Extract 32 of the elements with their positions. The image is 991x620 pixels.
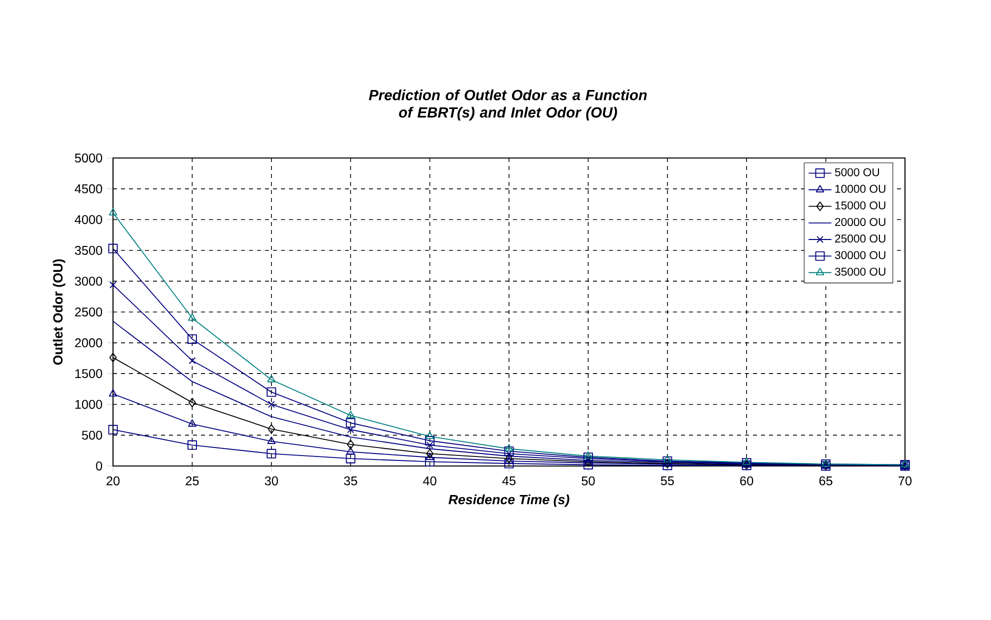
x-tick-label: 50 <box>582 476 595 486</box>
y-tick-label: 2500 <box>75 308 102 316</box>
legend-label: 30000 OU <box>834 251 886 260</box>
x-tick-label: 30 <box>264 476 278 486</box>
x-tick-label: 25 <box>186 476 199 486</box>
x-tick-label: 20 <box>106 476 120 486</box>
x-tick-label: 60 <box>740 476 754 486</box>
x-tick-label: 40 <box>423 476 436 486</box>
x-tick-label: 45 <box>502 476 516 486</box>
legend-label: 5000 OU <box>834 168 879 176</box>
chart-title: Prediction of Outlet Odor as a Function of EBRT(s) and Inlet Odor (OU) <box>368 89 647 120</box>
x-tick-label: 65 <box>819 476 832 486</box>
y-tick-label: 2000 <box>75 338 102 348</box>
y-tick-label: 1500 <box>75 369 102 378</box>
y-tick-label: 0 <box>96 462 102 470</box>
x-axis-title: Residence Time (s) <box>448 494 570 507</box>
legend-label: 15000 OU <box>835 201 886 210</box>
y-tick-label: 500 <box>82 430 102 440</box>
legend-label: 20000 OU <box>835 218 886 226</box>
legend-label: 25000 OU <box>835 234 886 243</box>
y-tick-label: 4500 <box>74 184 102 194</box>
y-tick-label: 1000 <box>75 400 102 409</box>
y-tick-label: 3500 <box>74 246 102 255</box>
legend-label: 10000 OU <box>835 184 886 193</box>
y-tick-label: 4000 <box>74 215 102 224</box>
x-tick-label: 55 <box>660 476 674 486</box>
y-tick-label: 3000 <box>74 276 102 286</box>
y-tick-label: 5000 <box>74 154 102 162</box>
x-tick-label: 35 <box>344 476 358 486</box>
y-axis-title: Outlet Odor (OU) <box>52 259 66 365</box>
legend-label: 35000 OU <box>834 268 886 276</box>
x-tick-label: 70 <box>898 476 912 486</box>
